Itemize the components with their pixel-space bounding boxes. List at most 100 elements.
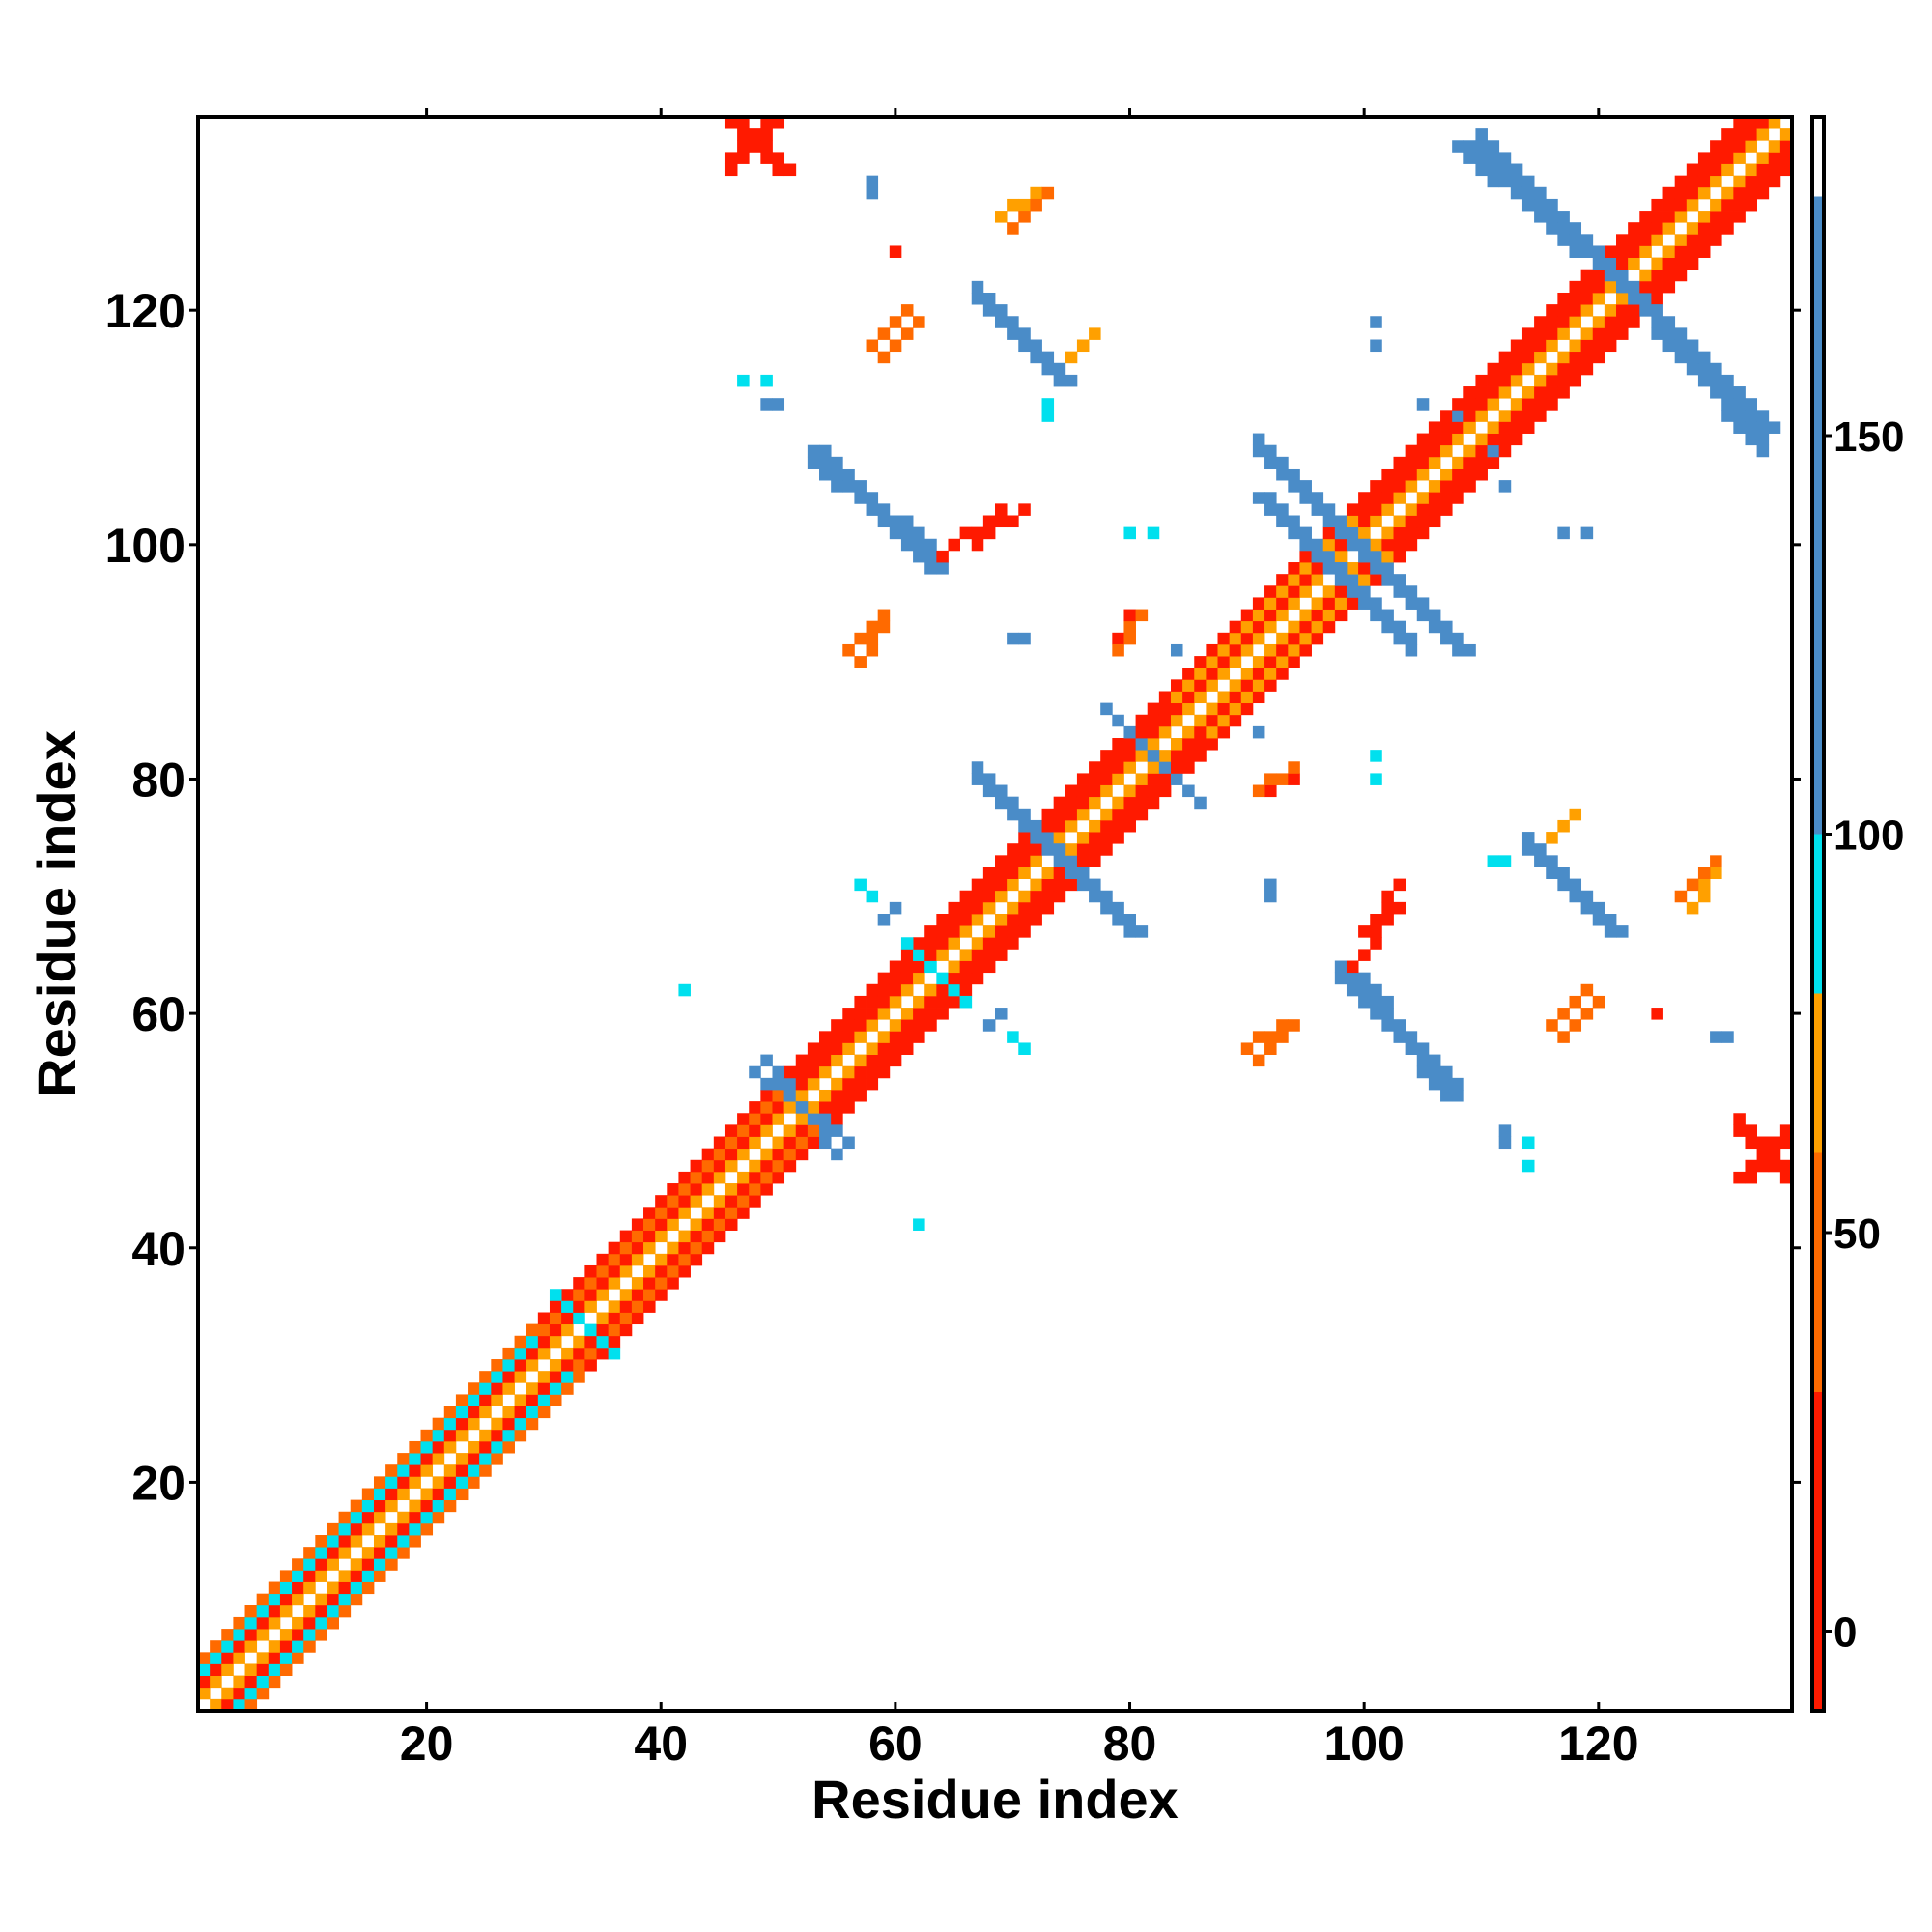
heatmap-cell — [1686, 245, 1699, 258]
heatmap-cell — [866, 1042, 879, 1055]
heatmap-cell — [866, 1008, 879, 1020]
heatmap-cell — [1405, 538, 1418, 552]
heatmap-cell — [995, 914, 1008, 926]
heatmap-cell — [724, 1207, 738, 1219]
heatmap-cell — [1358, 983, 1371, 997]
heatmap-cell — [1182, 784, 1195, 798]
heatmap-cell — [1686, 339, 1699, 353]
heatmap-cell — [807, 1042, 820, 1055]
heatmap-cell — [1194, 750, 1207, 762]
heatmap-cell — [361, 1558, 375, 1571]
heatmap-cell — [667, 1253, 679, 1266]
heatmap-cell — [502, 1347, 515, 1360]
heatmap-cell — [866, 995, 879, 1009]
heatmap-cell — [854, 878, 867, 892]
heatmap-cell — [877, 1031, 891, 1043]
heatmap-cell — [1557, 526, 1570, 540]
heatmap-cell — [1370, 937, 1382, 950]
heatmap-cell — [1651, 222, 1663, 235]
heatmap-cell — [1276, 468, 1289, 481]
heatmap-cell — [1311, 597, 1324, 610]
heatmap-cell — [1546, 304, 1558, 317]
heatmap-cell — [866, 1054, 879, 1067]
heatmap-cell — [1322, 503, 1336, 516]
heatmap-cell — [1463, 386, 1476, 399]
heatmap-cell — [1393, 585, 1406, 598]
heatmap-cell — [1252, 679, 1265, 692]
heatmap-cell — [1182, 750, 1195, 762]
heatmap-cell — [655, 1253, 668, 1266]
heatmap-cell — [1135, 925, 1149, 938]
heatmap-cell — [350, 1511, 363, 1524]
heatmap-cell — [1007, 515, 1019, 528]
heatmap-cell — [1498, 152, 1512, 164]
heatmap-cell — [1557, 819, 1570, 833]
heatmap-cell — [1697, 362, 1711, 376]
heatmap-cell — [338, 1535, 352, 1548]
heatmap-cell — [971, 538, 984, 552]
heatmap-cell — [596, 1335, 610, 1349]
heatmap-cell — [678, 1195, 691, 1208]
heatmap-cell — [327, 1535, 339, 1548]
heatmap-cell — [1170, 643, 1183, 657]
heatmap-cell — [1768, 1136, 1781, 1150]
heatmap-cell — [1393, 1019, 1406, 1032]
heatmap-cell — [1311, 562, 1324, 575]
heatmap-cell — [724, 152, 738, 164]
heatmap-cell — [1370, 562, 1382, 575]
heatmap-cell — [900, 538, 914, 552]
heatmap-cell — [584, 1335, 597, 1349]
heatmap-cell — [1123, 925, 1136, 938]
heatmap-cell — [385, 1535, 398, 1548]
heatmap-cell — [1557, 316, 1570, 328]
heatmap-cell — [1534, 843, 1547, 856]
heatmap-cell — [877, 995, 891, 1009]
heatmap-cell — [1452, 421, 1464, 434]
heatmap-cell — [549, 1359, 562, 1372]
heatmap-cell — [1123, 609, 1136, 622]
heatmap-cell — [819, 468, 832, 481]
heatmap-cell — [1498, 175, 1512, 188]
heatmap-cell — [1346, 585, 1359, 598]
heatmap-cell — [1147, 761, 1160, 774]
heatmap-cell — [924, 538, 937, 552]
heatmap-cell — [1628, 234, 1640, 246]
heatmap-cell — [1194, 738, 1207, 751]
heatmap-cell — [279, 1629, 293, 1641]
heatmap-cell — [995, 937, 1008, 950]
heatmap-cell — [1123, 914, 1136, 926]
heatmap-cell — [995, 855, 1008, 867]
heatmap-cell — [1018, 198, 1031, 212]
heatmap-cell — [1311, 550, 1324, 563]
heatmap-cell — [303, 1640, 316, 1653]
heatmap-cell — [1393, 574, 1406, 586]
heatmap-cell — [443, 1417, 457, 1431]
heatmap-cell — [1370, 609, 1382, 622]
heatmap-cell — [1674, 211, 1688, 223]
heatmap-cell — [1557, 292, 1570, 305]
heatmap-cell — [1546, 398, 1558, 411]
heatmap-cell — [1674, 351, 1688, 364]
heatmap-cell — [760, 398, 773, 411]
heatmap-cell — [244, 1640, 258, 1653]
heatmap-cell — [772, 152, 785, 164]
heatmap-cell — [1346, 597, 1359, 610]
heatmap-cell — [1710, 234, 1722, 246]
x-axis-title: Residue index — [811, 1769, 1179, 1830]
heatmap-cell — [948, 914, 960, 926]
heatmap-cell — [1299, 526, 1312, 540]
colorbar-band — [1812, 1152, 1824, 1392]
heatmap-cell — [221, 1652, 234, 1664]
heatmap-cell — [1546, 316, 1558, 328]
heatmap-cell — [959, 983, 973, 997]
heatmap-cell — [1041, 398, 1055, 411]
heatmap-cell — [1487, 362, 1500, 376]
heatmap-cell — [1264, 585, 1277, 598]
heatmap-cell — [1651, 280, 1663, 294]
heatmap-cell — [995, 503, 1008, 516]
heatmap-cell — [1311, 632, 1324, 645]
heatmap-cell — [315, 1570, 327, 1582]
heatmap-cell — [1299, 643, 1312, 657]
heatmap-cell — [854, 1019, 867, 1032]
heatmap-cell — [1710, 152, 1722, 164]
